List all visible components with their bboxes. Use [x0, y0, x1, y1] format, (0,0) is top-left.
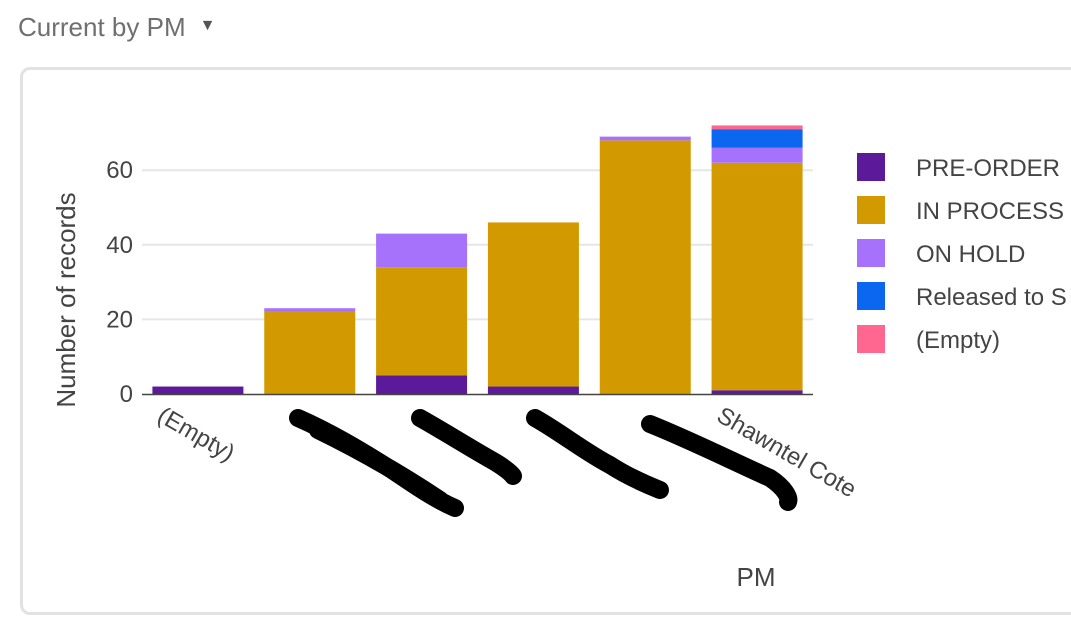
bar-segment[interactable]: [376, 233, 468, 268]
bar-segment[interactable]: [599, 136, 691, 141]
bar-segment[interactable]: [711, 125, 803, 130]
redaction-scribble: [289, 409, 464, 517]
y-tick-label: 20: [106, 306, 133, 333]
y-axis-title: Number of records: [51, 192, 81, 407]
bar-segment[interactable]: [487, 222, 579, 387]
legend-swatch[interactable]: [857, 325, 885, 353]
redaction-scribble: [411, 409, 522, 485]
bar-segment[interactable]: [599, 140, 691, 394]
legend-swatch[interactable]: [857, 282, 885, 310]
y-tick-label: 60: [106, 157, 133, 184]
redaction-scribble: [526, 409, 669, 499]
bar-segment[interactable]: [711, 162, 803, 391]
x-axis-title: PM: [737, 562, 776, 592]
legend-label[interactable]: (Empty): [916, 327, 1000, 354]
y-tick-label: 0: [120, 381, 133, 408]
legend-label[interactable]: Released to S: [916, 284, 1067, 311]
triangle-down-icon[interactable]: ▼: [199, 16, 216, 34]
bar-segment[interactable]: [711, 147, 803, 163]
bar-segment[interactable]: [264, 311, 356, 394]
legend-swatch[interactable]: [857, 239, 885, 267]
bar-segment[interactable]: [264, 308, 356, 312]
legend-label[interactable]: ON HOLD: [916, 241, 1025, 268]
legend-label[interactable]: IN PROCESS: [916, 198, 1064, 225]
x-tick-label: (Empty): [153, 402, 239, 467]
chart-title: Current by PM: [18, 12, 186, 42]
redaction-scribble: [641, 415, 798, 511]
legend-swatch[interactable]: [857, 196, 885, 224]
legend-label[interactable]: PRE-ORDER: [916, 155, 1060, 182]
bar-segment[interactable]: [711, 129, 803, 148]
bar-segment[interactable]: [376, 267, 468, 376]
bar-segment[interactable]: [376, 375, 468, 394]
legend-swatch[interactable]: [857, 153, 885, 181]
bar-segment[interactable]: [711, 390, 803, 394]
bar-segment[interactable]: [152, 386, 244, 394]
chart-title-dropdown[interactable]: Current by PM ▼: [18, 12, 215, 43]
y-tick-label: 40: [106, 232, 133, 259]
bar-segment[interactable]: [487, 386, 579, 394]
